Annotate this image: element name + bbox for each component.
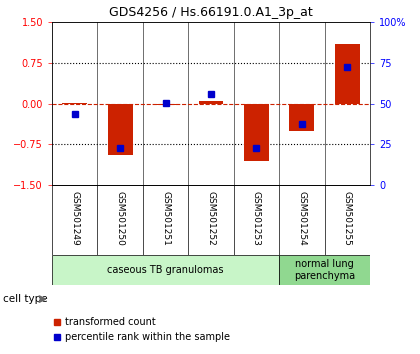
FancyBboxPatch shape (52, 255, 279, 285)
Text: GSM501254: GSM501254 (297, 190, 306, 245)
Text: caseous TB granulomas: caseous TB granulomas (108, 265, 224, 275)
Text: percentile rank within the sample: percentile rank within the sample (65, 332, 230, 342)
Text: normal lung
parenchyma: normal lung parenchyma (294, 259, 355, 281)
Bar (153, 103, 178, 104)
Text: GSM501252: GSM501252 (207, 190, 215, 245)
Bar (108, 103, 133, 155)
Title: GDS4256 / Hs.66191.0.A1_3p_at: GDS4256 / Hs.66191.0.A1_3p_at (109, 6, 313, 19)
Text: GSM501249: GSM501249 (70, 190, 79, 245)
Text: GSM501251: GSM501251 (161, 190, 170, 245)
Bar (335, 44, 360, 103)
Bar (289, 103, 314, 131)
Bar (244, 103, 269, 161)
Text: GSM501255: GSM501255 (343, 190, 352, 245)
FancyBboxPatch shape (279, 255, 370, 285)
Text: transformed count: transformed count (65, 317, 156, 327)
Text: cell type: cell type (3, 294, 47, 304)
Text: GSM501250: GSM501250 (116, 190, 125, 245)
Bar (199, 101, 223, 103)
Text: GSM501253: GSM501253 (252, 190, 261, 245)
